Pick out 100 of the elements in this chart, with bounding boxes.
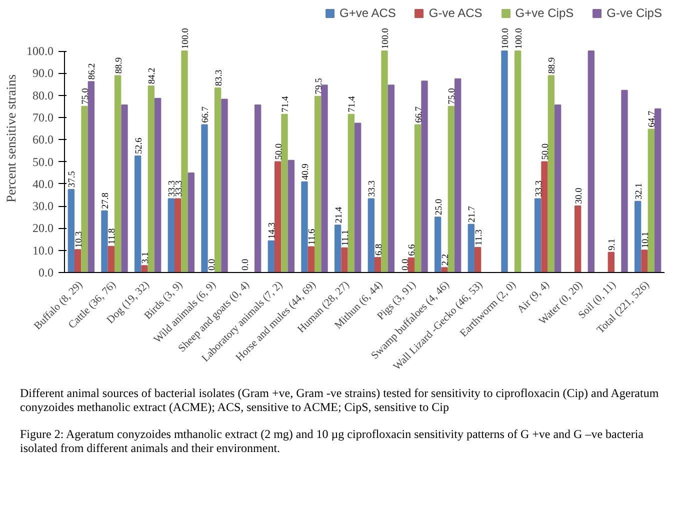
- data-label: 52.6: [134, 137, 144, 154]
- legend-label: G-ve CipS: [606, 6, 662, 20]
- bar: [634, 200, 642, 272]
- bar: [68, 188, 74, 272]
- data-label: 21.7: [468, 206, 478, 222]
- data-label: 11.6: [308, 228, 318, 245]
- bar: [181, 50, 188, 272]
- bar: [548, 75, 554, 272]
- legend-label: G-ve ACS: [428, 6, 482, 20]
- bar: [388, 84, 394, 272]
- caption: Figure 2: Ageratum conyzoides mthanolic extract (2 mg) and 10 µg ciprofloxacin sensitivity patterns of G +ve and G –ve bacteria isolated from different animals and their environment.: [20, 426, 645, 456]
- data-label: 64.7: [648, 110, 658, 128]
- data-label: 9.1: [608, 238, 618, 250]
- bar: [414, 124, 422, 272]
- bar: [214, 88, 222, 272]
- y-tick-label: 20.0: [32, 221, 54, 236]
- data-label: 6.8: [374, 243, 384, 256]
- data-label: 33.3: [368, 180, 378, 197]
- bar: [114, 75, 122, 272]
- bar: [608, 252, 614, 272]
- data-label: 11.8: [108, 228, 118, 244]
- bar: [421, 80, 428, 272]
- data-label: 10.1: [641, 231, 651, 248]
- bar: [254, 104, 262, 272]
- data-label: 50.0: [541, 143, 551, 160]
- bar: [448, 106, 454, 272]
- data-label: 84.2: [148, 67, 158, 84]
- bar: [168, 198, 174, 272]
- bar: [381, 50, 388, 272]
- bar: [281, 114, 288, 272]
- data-label: 2.2: [441, 254, 451, 266]
- bar: [301, 181, 308, 272]
- bar: [501, 50, 508, 272]
- bar: [374, 256, 382, 272]
- bar: [408, 257, 414, 272]
- data-label: 75.0: [448, 88, 458, 104]
- bar: [641, 250, 648, 272]
- bar: [454, 78, 462, 272]
- data-label: 75.0: [81, 88, 91, 104]
- bar: [81, 106, 88, 272]
- bar: [474, 246, 482, 272]
- y-tick-label: 40.0: [32, 176, 54, 191]
- data-label: 30.0: [574, 187, 584, 204]
- data-label: 100.0: [514, 28, 524, 50]
- y-tick-label: 0.0: [38, 266, 54, 280]
- data-label: 37.5: [68, 170, 78, 188]
- y-tick-label: 100.0: [26, 44, 54, 58]
- data-label: 10.3: [74, 231, 84, 248]
- y-tick-label: 70.0: [32, 110, 54, 124]
- bar: [434, 216, 442, 272]
- bar: [514, 50, 522, 272]
- y-tick-label: 60.0: [32, 132, 54, 147]
- data-label: 0.0: [401, 258, 411, 270]
- legend-label: G+ve ACS: [340, 6, 396, 20]
- bar: [108, 246, 114, 272]
- bar: [134, 156, 142, 272]
- data-label: 40.9: [301, 163, 311, 180]
- data-label: 86.2: [88, 62, 98, 80]
- y-tick-label: 10.0: [32, 243, 54, 258]
- bar: [141, 265, 148, 272]
- data-label: 27.8: [101, 192, 111, 209]
- bar: [441, 267, 448, 272]
- data-label: 66.7: [201, 106, 211, 123]
- data-label: 11.1: [341, 230, 351, 246]
- data-label: 21.4: [334, 206, 344, 224]
- data-label: 66.7: [414, 106, 424, 123]
- data-label: 0.0: [208, 258, 218, 270]
- data-label: 100.0: [501, 28, 511, 50]
- data-label: 6.6: [408, 244, 418, 256]
- bar: [368, 198, 374, 272]
- bar: [621, 90, 628, 272]
- bar: [101, 210, 108, 272]
- data-label: 3.1: [141, 252, 151, 264]
- text: Different animal sources of bacterial isolates (Gram +ve, Gram -ve strains) tested for sensitivity to ciprofloxacin (Cip) and Ageratum conyzoides methanolic extract (ACME); ACS, sensitive to ACME; CipS, sensitive to Cip: [20, 386, 660, 415]
- data-label: 32.1: [634, 182, 644, 200]
- bar: [201, 124, 208, 272]
- bar: [74, 249, 82, 272]
- bar: [288, 160, 294, 272]
- bar: [541, 161, 548, 272]
- bar: [188, 172, 194, 272]
- data-label: 88.9: [114, 56, 124, 74]
- bar: [308, 246, 314, 272]
- bar: [321, 84, 328, 272]
- bar: [534, 198, 542, 272]
- y-tick-label: 30.0: [32, 199, 54, 214]
- bar: [588, 50, 594, 272]
- bar: [348, 114, 354, 272]
- bar: [268, 240, 274, 272]
- data-label: 71.4: [348, 96, 358, 112]
- data-label: 83.3: [214, 69, 224, 86]
- y-tick-label: 80.0: [32, 88, 54, 102]
- data-label: 0.0: [241, 258, 251, 270]
- bar: [468, 224, 474, 272]
- data-label: 88.9: [548, 56, 558, 74]
- bar: [354, 122, 362, 272]
- bar: [174, 198, 182, 272]
- data-label: 100.0: [181, 28, 191, 50]
- bar: [654, 108, 662, 272]
- legend-label: G+ve CipS: [515, 6, 574, 20]
- data-label: 14.3: [268, 222, 278, 239]
